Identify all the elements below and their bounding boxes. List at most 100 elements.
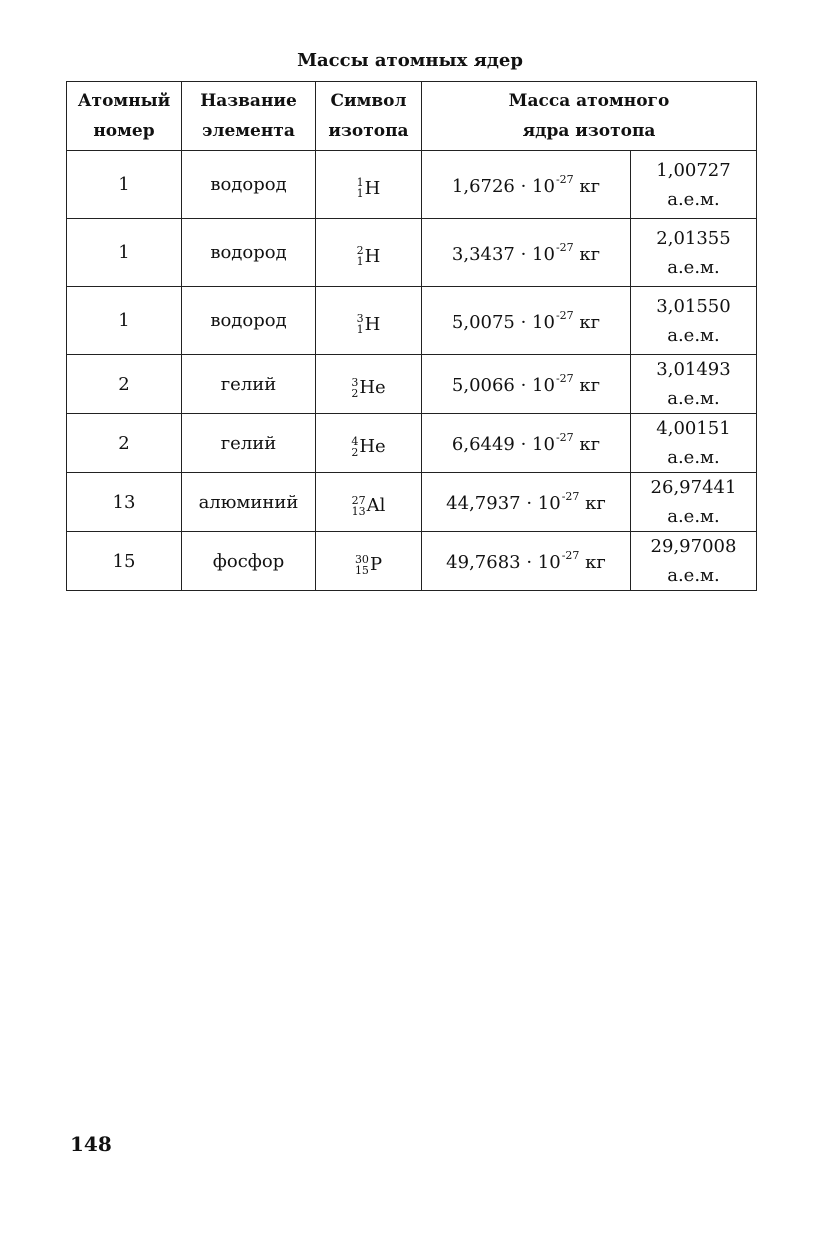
- element-name-cell: гелий: [181, 354, 316, 414]
- element-name-cell: фосфор: [181, 531, 316, 591]
- atomic-number-cell: 1: [66, 218, 182, 287]
- element-symbol: He: [359, 377, 386, 398]
- mass-unit: кг: [579, 243, 601, 265]
- mass-power-base: 10: [532, 375, 555, 396]
- mass-amu-value: 3,01493: [656, 359, 731, 380]
- mass-unit: кг: [579, 375, 601, 396]
- mass-unit: кг: [579, 434, 601, 455]
- mass-power-base: 10: [537, 493, 561, 514]
- proton-number: 15: [354, 563, 369, 577]
- proton-number: 2: [351, 445, 359, 459]
- mass-exponent: -27: [555, 172, 574, 186]
- element-symbol: H: [364, 313, 381, 335]
- mass-amu-unit: а.е.м.: [667, 565, 720, 586]
- header-line: Название: [200, 91, 297, 111]
- mass-number: 4: [351, 434, 359, 448]
- table-row: 13 алюминий 27 13 Al 44,7937 · 10-27 кг 26,974…: [66, 472, 757, 532]
- header-line: Атомный: [77, 91, 171, 111]
- mass-amu-value: 29,97008: [650, 536, 737, 557]
- header-line: Масса атомного: [508, 91, 670, 111]
- mass-amu-value: 1,00727: [656, 159, 731, 181]
- mass-exponent: -27: [561, 490, 580, 503]
- header-line: номер: [93, 121, 155, 141]
- isotope-symbol-cell: 4 2 He: [315, 413, 422, 473]
- element-name-cell: гелий: [181, 413, 316, 473]
- mass-amu-cell: 2,01355 а.е.м.: [630, 218, 757, 287]
- atomic-number-cell: 13: [66, 472, 182, 532]
- mass-amu-cell: 4,00151 а.е.м.: [630, 413, 757, 473]
- nucleon-numbers: 27 13: [352, 495, 366, 517]
- proton-number: 1: [356, 323, 364, 336]
- mass-number: 3: [356, 312, 364, 325]
- mass-amu-cell: 29,97008 а.е.м.: [630, 531, 757, 591]
- mass-exponent: -27: [555, 431, 574, 444]
- mass-power-base: 10: [532, 175, 555, 197]
- mass-amu-unit: а.е.м.: [667, 447, 720, 468]
- mass-mantissa: 6,6449: [451, 434, 515, 455]
- mass-amu-unit: а.е.м.: [667, 388, 720, 409]
- mass-exponent: -27: [555, 240, 574, 254]
- mass-mantissa: 49,7683: [446, 552, 521, 573]
- mass-kg-cell: 5,0075 · 10-27 кг: [421, 286, 631, 355]
- header-nucleus-mass: Масса атомного ядра изотопа: [421, 81, 757, 151]
- table-title: Массы атомных ядер: [297, 50, 523, 71]
- header-line: Символ: [330, 91, 407, 111]
- element-name-cell: водород: [181, 286, 316, 355]
- proton-number: 1: [356, 187, 364, 200]
- mass-amu-cell: 3,01550 а.е.м.: [630, 286, 757, 355]
- mass-kg-cell: 5,0066 · 10-27 кг: [421, 354, 631, 414]
- table-row: 1 водород 3 1 H 5,0075 · 10-27 кг 3,01550 а.е.м…: [66, 286, 757, 355]
- element-symbol: P: [369, 554, 383, 575]
- mass-number: 3: [351, 375, 359, 389]
- mass-amu-value: 4,00151: [656, 418, 731, 439]
- isotope-symbol-cell: 3 2 He: [315, 354, 422, 414]
- mass-amu-cell: 3,01493 а.е.м.: [630, 354, 757, 414]
- element-symbol: H: [364, 245, 381, 267]
- mass-power-base: 10: [537, 552, 561, 573]
- isotope-symbol: 30 15 P: [355, 554, 382, 576]
- header-row: Атомный номер Название элемента Символ изот…: [66, 81, 757, 151]
- mass-unit: кг: [585, 552, 606, 573]
- mass-amu-value: 2,01355: [656, 227, 731, 249]
- mass-power-base: 10: [532, 434, 555, 455]
- mass-unit: кг: [579, 311, 601, 333]
- table-row: 2 гелий 3 2 He 5,0066 · 10-27 кг 3,01493 а.е.м.: [66, 354, 757, 414]
- table-row: 1 водород 2 1 H 3,3437 · 10-27 кг 2,01355 а.е.м…: [66, 218, 757, 287]
- proton-number: 2: [351, 386, 359, 400]
- nucleon-numbers: 30 15: [355, 554, 369, 576]
- atomic-number-cell: 2: [66, 354, 182, 414]
- mass-amu-value: 26,97441: [650, 477, 737, 498]
- header-isotope-symbol: Символ изотопа: [315, 81, 422, 151]
- mass-amu-value: 3,01550: [656, 295, 731, 317]
- mass-kg-cell: 6,6449 · 10-27 кг: [421, 413, 631, 473]
- mass-mantissa: 5,0075: [451, 311, 515, 333]
- mass-mantissa: 1,6726: [451, 175, 515, 197]
- mass-amu-unit: а.е.м.: [667, 256, 720, 278]
- mass-unit: кг: [585, 493, 606, 514]
- isotope-symbol: 27 13 Al: [352, 495, 386, 517]
- atomic-number-cell: 2: [66, 413, 182, 473]
- atomic-number-cell: 1: [66, 286, 182, 355]
- element-name-cell: водород: [181, 150, 316, 219]
- mass-exponent: -27: [555, 372, 574, 385]
- table-row: 2 гелий 4 2 He 6,6449 · 10-27 кг 4,00151 а.е.м.: [66, 413, 757, 473]
- mass-power-base: 10: [532, 311, 555, 333]
- header-line: изотопа: [328, 121, 409, 141]
- header-atomic-number: Атомный номер: [66, 81, 182, 151]
- mass-amu-unit: а.е.м.: [667, 188, 720, 210]
- proton-number: 13: [351, 504, 366, 518]
- element-symbol: H: [364, 177, 381, 199]
- isotope-symbol-cell: 27 13 Al: [315, 472, 422, 532]
- element-name-cell: водород: [181, 218, 316, 287]
- header-line: ядра изотопа: [522, 121, 656, 141]
- mass-mantissa: 5,0066: [451, 375, 515, 396]
- mass-unit: кг: [579, 175, 601, 197]
- mass-amu-cell: 26,97441 а.е.м.: [630, 472, 757, 532]
- mass-mantissa: 44,7937: [446, 493, 521, 514]
